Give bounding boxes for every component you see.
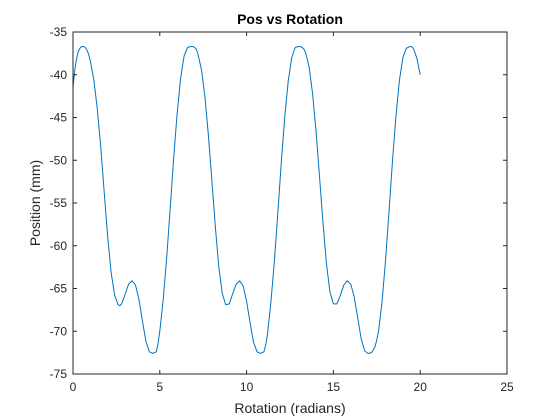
x-tick-label: 25 [500, 380, 514, 394]
x-tick-label: 0 [70, 380, 77, 394]
y-tick-label: -40 [50, 68, 68, 82]
chart-title: Pos vs Rotation [237, 11, 343, 27]
x-tick-label: 15 [327, 380, 341, 394]
y-tick-label: -55 [50, 196, 68, 210]
x-axis-label: Rotation (radians) [234, 400, 345, 416]
y-tick-label: -50 [50, 153, 68, 167]
x-tick-label: 5 [156, 380, 163, 394]
y-tick-label: -75 [50, 367, 68, 381]
y-axis-label: Position (mm) [27, 160, 43, 246]
x-tick-label: 10 [240, 380, 254, 394]
y-tick-label: -70 [50, 324, 68, 338]
x-tick-label: 20 [414, 380, 428, 394]
y-tick-label: -60 [50, 239, 68, 253]
y-tick-label: -45 [50, 111, 68, 125]
y-tick-label: -35 [50, 25, 68, 39]
y-tick-label: -65 [50, 282, 68, 296]
